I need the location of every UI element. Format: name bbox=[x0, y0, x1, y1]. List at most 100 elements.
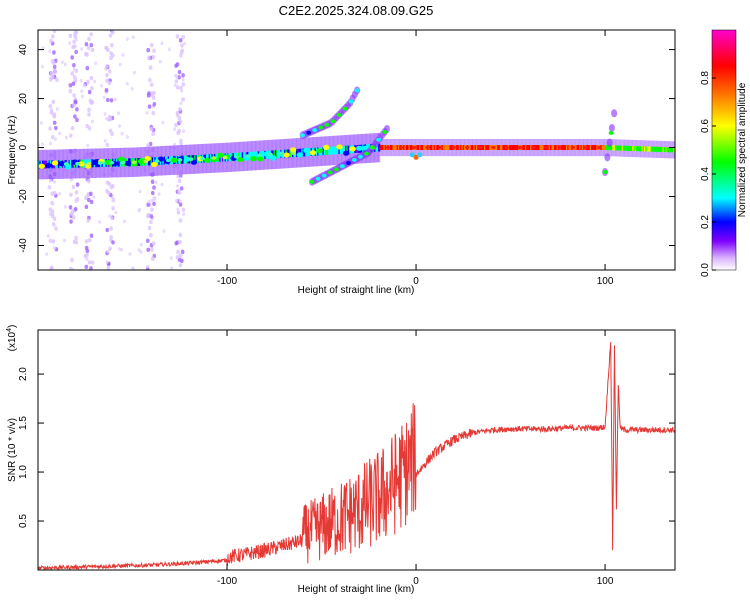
heatmap-blob bbox=[124, 160, 131, 166]
heatmap-core bbox=[43, 160, 46, 169]
heatmap-core bbox=[673, 147, 675, 153]
heatmap-core bbox=[456, 145, 459, 150]
heatmap-noise-cell bbox=[84, 204, 89, 210]
heatmap-core bbox=[621, 145, 624, 151]
snr-plot-area bbox=[38, 330, 675, 570]
heatmap-core bbox=[644, 146, 647, 152]
heatmap-noise-cell bbox=[160, 182, 164, 187]
heatmap-core bbox=[38, 160, 41, 169]
multiplier-exp: 4 bbox=[6, 328, 13, 332]
heatmap-noise-cell bbox=[180, 43, 184, 48]
heatmap-branch-core bbox=[333, 167, 339, 172]
bottom-y-axis: 0.5 1.0 1.5 2.0 bbox=[18, 367, 675, 528]
top-chart-title: C2E2.2025.324.08.09.G25 bbox=[279, 3, 434, 18]
heatmap-core bbox=[147, 157, 151, 166]
heatmap-noise-cell bbox=[52, 120, 57, 126]
heatmap-core bbox=[389, 145, 393, 150]
heatmap-core bbox=[647, 146, 651, 152]
heatmap-noise-cell bbox=[152, 90, 156, 96]
heatmap-core bbox=[252, 151, 255, 160]
heatmap-noise-cell bbox=[146, 143, 150, 148]
heatmap-noise-cell bbox=[125, 81, 129, 86]
heatmap-core bbox=[638, 146, 641, 152]
heatmap-noise-cell bbox=[51, 239, 56, 244]
heatmap-noise-cell bbox=[176, 207, 180, 212]
heatmap-noise-cell bbox=[70, 257, 74, 263]
heatmap-noise-cell bbox=[89, 75, 94, 81]
heatmap-noise-cell bbox=[85, 65, 90, 71]
heatmap-blob bbox=[51, 160, 59, 166]
heatmap-core bbox=[655, 146, 659, 152]
heatmap-core bbox=[527, 145, 530, 150]
heatmap-noise-cell bbox=[75, 198, 79, 203]
heatmap-core bbox=[511, 145, 514, 150]
heatmap-noise-cell bbox=[152, 196, 157, 201]
heatmap-noise-cell bbox=[87, 178, 91, 184]
heatmap-blob bbox=[323, 144, 330, 151]
heatmap-blob-core bbox=[143, 159, 149, 164]
heatmap-core bbox=[522, 145, 525, 150]
heatmap-core bbox=[487, 145, 491, 150]
heatmap-noise-cell bbox=[110, 131, 114, 137]
heatmap-dip bbox=[413, 154, 419, 160]
heatmap-blob bbox=[309, 150, 317, 156]
heatmap-core bbox=[342, 145, 345, 154]
heatmap-noise-cell bbox=[74, 235, 78, 241]
heatmap-noise-cell bbox=[70, 55, 74, 60]
heatmap-core bbox=[523, 145, 526, 150]
heatmap-noise-cell bbox=[92, 195, 96, 199]
heatmap-branch-core bbox=[358, 154, 363, 159]
heatmap-noise-cell bbox=[86, 79, 90, 85]
heatmap-noise-cell bbox=[58, 131, 62, 136]
heatmap-noise-cell bbox=[72, 93, 76, 98]
heatmap-noise-cell bbox=[173, 127, 177, 131]
snr-line-layer bbox=[38, 342, 675, 570]
heatmap-core bbox=[395, 145, 398, 150]
heatmap-core bbox=[343, 145, 346, 154]
heatmap-core bbox=[618, 145, 622, 151]
heatmap-noise-cell bbox=[145, 111, 149, 115]
heatmap-core bbox=[338, 146, 341, 155]
heatmap-noise-cell bbox=[68, 205, 73, 210]
heatmap-core bbox=[565, 145, 569, 150]
heatmap-core bbox=[273, 150, 276, 159]
heatmap-peak bbox=[438, 146, 443, 150]
heatmap-core bbox=[602, 145, 606, 150]
heatmap-branch bbox=[611, 109, 618, 118]
heatmap-noise-cell bbox=[177, 75, 181, 80]
heatmap-core bbox=[347, 145, 350, 154]
heatmap-core bbox=[608, 145, 611, 151]
heatmap-core bbox=[646, 146, 649, 152]
heatmap-core bbox=[470, 145, 473, 150]
snr-frame bbox=[37, 329, 676, 571]
heatmap-peak bbox=[491, 146, 496, 150]
heatmap-branch-core bbox=[312, 128, 318, 133]
heatmap-core bbox=[622, 145, 626, 151]
heatmap-noise-cell bbox=[74, 49, 78, 55]
heatmap-noise-cell bbox=[176, 210, 181, 215]
heatmap-core bbox=[501, 145, 504, 150]
y-tick-label: -40 bbox=[18, 238, 29, 253]
heatmap-core bbox=[289, 149, 292, 158]
heatmap-noise-cell bbox=[149, 233, 153, 238]
heatmap-core bbox=[434, 145, 438, 150]
heatmap-noise-cell bbox=[117, 111, 121, 116]
heatmap-noise-cell bbox=[53, 137, 57, 142]
heatmap-noise-cell bbox=[122, 219, 126, 224]
heatmap-core bbox=[577, 145, 581, 150]
heatmap-noise-cell bbox=[51, 34, 55, 39]
heatmap-noise-cell bbox=[131, 35, 135, 40]
heatmap-core bbox=[448, 145, 451, 150]
heatmap-noise-cell bbox=[87, 237, 92, 243]
heatmap-core bbox=[495, 145, 499, 150]
heatmap-core bbox=[433, 145, 436, 150]
heatmap-noise-cell bbox=[178, 107, 182, 112]
heatmap-blob-core bbox=[177, 157, 183, 162]
heatmap-core bbox=[513, 145, 516, 150]
heatmap-noise-cell bbox=[86, 143, 90, 148]
heatmap-branch-core bbox=[339, 164, 345, 169]
heatmap-core bbox=[403, 145, 406, 150]
heatmap-noise-cell bbox=[58, 191, 62, 196]
y-tick-label: 1.5 bbox=[18, 416, 29, 430]
heatmap-core bbox=[294, 149, 297, 157]
